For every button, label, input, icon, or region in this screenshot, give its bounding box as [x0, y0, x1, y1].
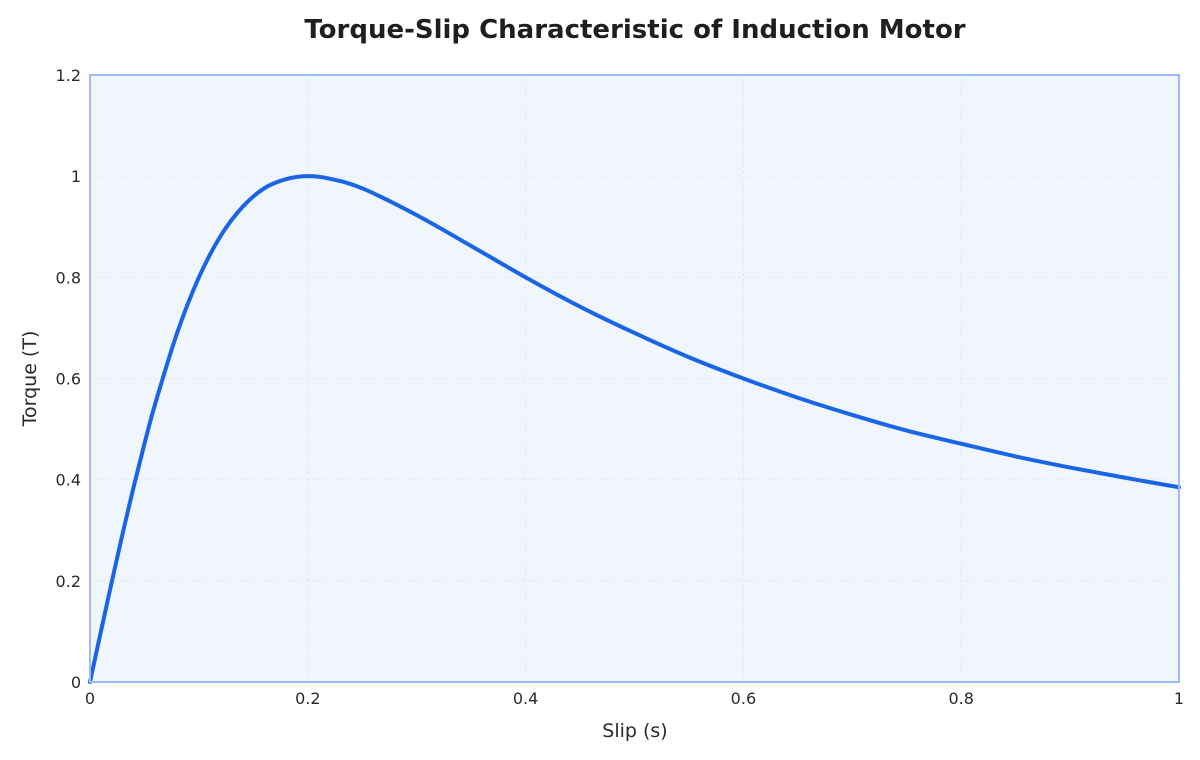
y-tick-label: 0.8	[56, 268, 81, 287]
plot-border	[89, 74, 1180, 683]
chart-title: Torque-Slip Characteristic of Induction …	[304, 15, 965, 45]
y-tick-label: 1	[71, 167, 81, 186]
x-tick-label: 0.6	[731, 689, 756, 708]
y-axis-label: Torque (T)	[19, 331, 41, 428]
y-tick-label: 1.2	[56, 66, 81, 85]
x-axis-label: Slip (s)	[602, 720, 667, 742]
x-tick-label: 0.2	[295, 689, 320, 708]
x-axis-ticks: 0 0.2 0.4 0.6 0.8 1	[85, 689, 1184, 708]
x-tick-label: 1	[1174, 689, 1184, 708]
x-tick-label: 0	[85, 689, 95, 708]
y-tick-label: 0.4	[56, 471, 81, 490]
y-tick-label: 0.6	[56, 370, 81, 389]
y-tick-label: 0	[71, 673, 81, 692]
x-tick-label: 0.4	[513, 689, 538, 708]
torque-curve	[88, 174, 1181, 684]
grid-lines	[90, 75, 1179, 682]
y-axis-ticks: 0 0.2 0.4 0.6 0.8 1 1.2	[56, 66, 81, 692]
y-tick-label: 0.2	[56, 572, 81, 591]
x-tick-label: 0.8	[948, 689, 973, 708]
